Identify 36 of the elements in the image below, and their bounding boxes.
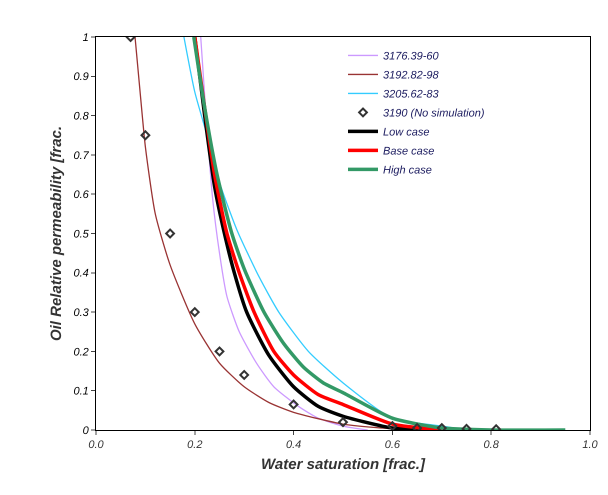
- y-tick-label: 0.2: [74, 346, 89, 358]
- y-tick-label: 0.8: [74, 110, 90, 122]
- x-axis-title: Water saturation [frac.]: [261, 456, 426, 474]
- x-tick-label: 0.6: [384, 439, 401, 452]
- point: [214, 346, 224, 356]
- legend-label: Base case: [383, 146, 434, 158]
- y-tick-label: 0: [82, 424, 90, 437]
- y-tick-label: 0.7: [74, 150, 90, 162]
- y-tick-label: 0.6: [74, 189, 90, 202]
- legend-label: 3190 (No simulation): [383, 108, 485, 120]
- point: [190, 307, 200, 317]
- x-tick-label: 1.0: [582, 439, 599, 452]
- y-tick-label: 1: [82, 32, 89, 44]
- point: [388, 421, 398, 430]
- x-tick-label: 0.8: [484, 439, 500, 452]
- point: [288, 400, 298, 410]
- line-series: [192, 37, 568, 430]
- point: [140, 130, 150, 140]
- legend-label: Low case: [383, 126, 430, 139]
- y-tick-label: 0.4: [74, 268, 89, 280]
- y-tick-label: 0.5: [74, 228, 90, 240]
- legend-label: 3205.62-83: [383, 88, 440, 101]
- x-tick-label: 0.2: [187, 439, 202, 452]
- point: [338, 417, 348, 428]
- legend-label: High case: [383, 164, 432, 177]
- y-tick-label: 0.3: [74, 306, 90, 319]
- point: [165, 228, 175, 238]
- y-tick-label: 0.1: [74, 386, 89, 398]
- legend-label: 3176.39-60: [383, 50, 440, 63]
- point: [239, 370, 250, 380]
- legend-label: 3192.82-98: [383, 70, 440, 82]
- y-axis-title: Oil Relative permeability [frac.: [48, 126, 65, 342]
- y-tick-label: 0.9: [74, 71, 89, 84]
- point: [412, 423, 422, 430]
- x-tick-label: 0.0: [88, 439, 105, 452]
- x-tick-label: 0.4: [286, 439, 302, 452]
